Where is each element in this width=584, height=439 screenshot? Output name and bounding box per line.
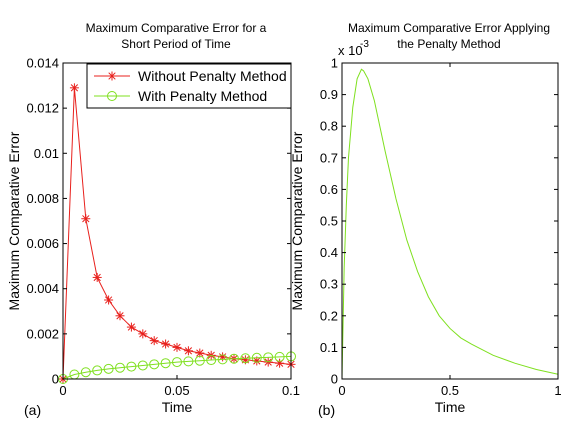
panel-a-series-0-point: [115, 311, 125, 321]
panel-b-xlabel: Time: [435, 399, 466, 415]
asterisk-stroke: [116, 312, 124, 320]
panel-a-series-1-point: [137, 360, 148, 371]
panel-b-xtick-label: 0: [338, 383, 345, 398]
panel-b-axes-box: [341, 62, 559, 380]
panel-a-ytick-label: 0.008: [26, 191, 59, 206]
panel-a-title-line-1: Maximum Comparative Error for a: [86, 21, 267, 35]
panel-a-series-1-point: [206, 355, 217, 366]
panel-b-ylabel: Maximum Comparative Error: [289, 131, 305, 310]
panel-a-ytick-label: 0.01: [34, 146, 59, 161]
panel-a-series-0-point: [161, 339, 171, 349]
asterisk-stroke: [173, 343, 181, 352]
panel-a-series-0-point: [104, 295, 114, 305]
asterisk-stroke: [161, 340, 170, 348]
panel-b-title-line-1: Maximum Comparative Error Applying: [348, 21, 550, 35]
asterisk-stroke: [70, 84, 79, 92]
panel-a-tick-group: 0 0.05 0.1 0 0.002 0.004 0.006 0.008 0.01 0.012 0.…: [26, 56, 300, 399]
panel-b-y-multiplier: x 10: [338, 43, 363, 58]
panel-b-series-group: [341, 68, 559, 380]
panel-a-xtick-label: 0.05: [164, 383, 189, 398]
panel-b-ytick-label: 0.5: [320, 214, 338, 229]
asterisk-stroke: [196, 349, 204, 357]
panel-b-ytick-label: 0: [331, 372, 338, 387]
panel-a-series-1-point: [194, 355, 205, 366]
panel-a-series-1-point: [126, 361, 137, 372]
panel-b-ytick-label: 0.8: [320, 119, 338, 134]
panel-b-ytick-label: 0.1: [320, 340, 338, 355]
panel-a-series-1-point: [160, 358, 171, 369]
panel-a-series-0-line: [62, 87, 292, 380]
panel-b-ytick-label: 0.3: [320, 277, 338, 292]
legend-marker-asterisk-icon: [107, 71, 117, 81]
legend-marker-circle-icon: [107, 91, 117, 101]
panel-b-ytick-label: 1: [331, 56, 338, 71]
panel-a-series-1-point: [92, 365, 103, 376]
panel-b-y-exponent: -3: [360, 39, 369, 50]
panel-a: Maximum Comparative Error for a Short Pe…: [6, 21, 300, 418]
panel-b-label: (b): [318, 402, 335, 418]
panel-a-series-0-point: [138, 329, 148, 339]
panel-a-xtick-label: 0.1: [282, 383, 300, 398]
panel-a-series-1-point: [172, 357, 182, 368]
panel-b-series-0-line: [341, 68, 559, 380]
panel-a-ytick-label: 0.006: [26, 236, 59, 251]
panel-b-ytick-label: 0.4: [320, 245, 338, 260]
panel-a-xtick-label: 0: [59, 383, 66, 398]
panel-b-tick-group: 0 0.5 1 0 0.1 0.2 0.3 0.4 0.5 0.6 0.7 0.8 0.9 1: [320, 56, 562, 399]
legend-label-with-penalty: With Penalty Method: [138, 88, 267, 104]
asterisk-stroke: [184, 347, 193, 355]
asterisk-stroke: [127, 323, 136, 331]
panel-b-xtick-label: 1: [554, 383, 561, 398]
panel-a-series-0-point: [183, 346, 193, 356]
panel-a-series-0-point: [69, 83, 79, 93]
panel-a-series-0-point: [126, 322, 136, 332]
legend-label-without-penalty: Without Penalty Method: [138, 68, 287, 84]
panel-b-ytick-label: 0.7: [320, 150, 338, 165]
panel-b-ytick-label: 0.2: [320, 308, 338, 323]
panel-a-ytick-label: 0.004: [26, 281, 59, 296]
panel-a-series-group: [58, 83, 296, 384]
panel-a-series-0-point: [195, 348, 205, 358]
panel-a-ylabel: Maximum Comparative Error: [6, 131, 22, 310]
panel-a-ytick-label: 0: [52, 372, 59, 387]
panel-b-title-line-2: the Penalty Method: [397, 37, 500, 51]
panel-a-ytick-label: 0.014: [26, 56, 59, 71]
panel-a-series-1-point: [251, 352, 262, 363]
panel-b-ytick-label: 0.9: [320, 87, 338, 102]
panel-a-title-line-2: Short Period of Time: [121, 37, 231, 51]
panel-a-ytick-label: 0.012: [26, 101, 59, 116]
panel-a-series-0-point: [81, 214, 91, 224]
panel-a-series-0-point: [92, 272, 102, 282]
panel-a-series-1-point: [274, 351, 285, 362]
panel-b-xtick-label: 0.5: [441, 383, 459, 398]
panel-b: Maximum Comparative Error Applying the P…: [289, 21, 562, 418]
asterisk-stroke: [150, 336, 158, 345]
panel-a-ytick-label: 0.002: [26, 326, 59, 341]
panel-a-series-1-point: [103, 363, 114, 374]
panel-a-legend: Without Penalty Method With Penalty Meth…: [86, 63, 292, 109]
panel-a-series-1-point: [240, 353, 251, 364]
panel-a-axes-box: [62, 62, 292, 380]
asterisk-stroke: [104, 296, 113, 304]
panel-a-series-1-point: [115, 362, 125, 373]
panel-a-series-0-point: [149, 336, 159, 346]
legend-box: [86, 63, 292, 109]
panel-a-series-1-point: [217, 354, 228, 365]
panel-a-series-0-point: [172, 342, 182, 352]
panel-a-xlabel: Time: [162, 399, 193, 415]
panel-a-series-1-line: [62, 355, 292, 380]
panel-b-ytick-label: 0.6: [320, 182, 338, 197]
panel-a-label: (a): [24, 402, 41, 418]
asterisk-stroke: [82, 215, 90, 223]
panel-a-series-1-point: [263, 352, 274, 363]
panel-a-series-1-point: [183, 356, 194, 367]
asterisk-stroke: [139, 330, 147, 338]
asterisk-stroke: [93, 273, 101, 282]
panel-a-series-1-point: [80, 367, 91, 378]
asterisk-stroke: [253, 357, 261, 365]
panel-a-series-1-point: [229, 353, 239, 364]
panel-a-series-1-point: [149, 359, 160, 370]
